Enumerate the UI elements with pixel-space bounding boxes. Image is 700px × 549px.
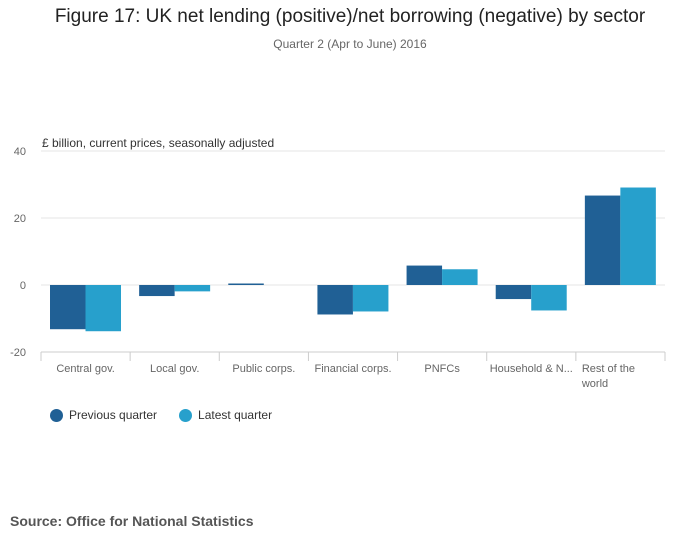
bar-latest-4[interactable]	[442, 269, 478, 285]
legend-item-previous[interactable]: Previous quarter	[50, 408, 157, 422]
bar-previous-5[interactable]	[495, 285, 532, 300]
x-tick-label: Public corps.	[232, 363, 295, 375]
y-tick-label: 20	[14, 213, 26, 225]
bar-previous-4[interactable]	[406, 265, 443, 285]
y-tick-label: 0	[20, 280, 26, 292]
x-tick-label: Rest of the world	[581, 363, 635, 390]
bar-previous-3[interactable]	[317, 285, 353, 315]
x-tick-label: Central gov.	[56, 363, 115, 375]
gridlines	[41, 150, 665, 286]
x-tick-label: PNFCs	[424, 363, 460, 375]
chart-title: Figure 17: UK net lending (positive)/net…	[54, 6, 646, 27]
bar-latest-6[interactable]	[620, 187, 656, 285]
y-axis-units-label: £ billion, current prices, seasonally ad…	[42, 136, 275, 150]
legend: Previous quarter Latest quarter	[50, 408, 272, 422]
x-tick-label: Local gov.	[150, 363, 199, 375]
legend-item-latest[interactable]: Latest quarter	[179, 408, 272, 422]
chart-subtitle: Quarter 2 (Apr to June) 2016	[273, 37, 427, 51]
bar-latest-0[interactable]	[85, 285, 122, 332]
y-axis: 40 20 0 -20	[10, 146, 26, 359]
x-axis-labels: Central gov. Local gov. Public corps. Finan…	[56, 363, 635, 390]
bar-previous-6[interactable]	[584, 195, 621, 285]
legend-swatch-latest	[179, 408, 193, 422]
bar-previous-2[interactable]	[228, 283, 264, 286]
bar-previous-0[interactable]	[50, 285, 86, 330]
legend-label-latest: Latest quarter	[198, 408, 273, 422]
bar-previous-1[interactable]	[139, 285, 175, 297]
legend-swatch-previous	[50, 408, 63, 422]
x-tick-label: Financial corps.	[314, 363, 391, 375]
bar-latest-5[interactable]	[531, 285, 567, 311]
source-note: Source: Office for National Statistics	[10, 513, 254, 529]
x-tick-label: Household & N...	[490, 363, 573, 375]
bar-latest-1[interactable]	[174, 285, 211, 292]
x-axis	[40, 351, 666, 361]
y-tick-label: -20	[10, 347, 26, 359]
bar-latest-3[interactable]	[352, 285, 389, 312]
y-tick-label: 40	[14, 146, 26, 158]
legend-label-previous: Previous quarter	[69, 408, 158, 422]
bars	[50, 187, 656, 332]
